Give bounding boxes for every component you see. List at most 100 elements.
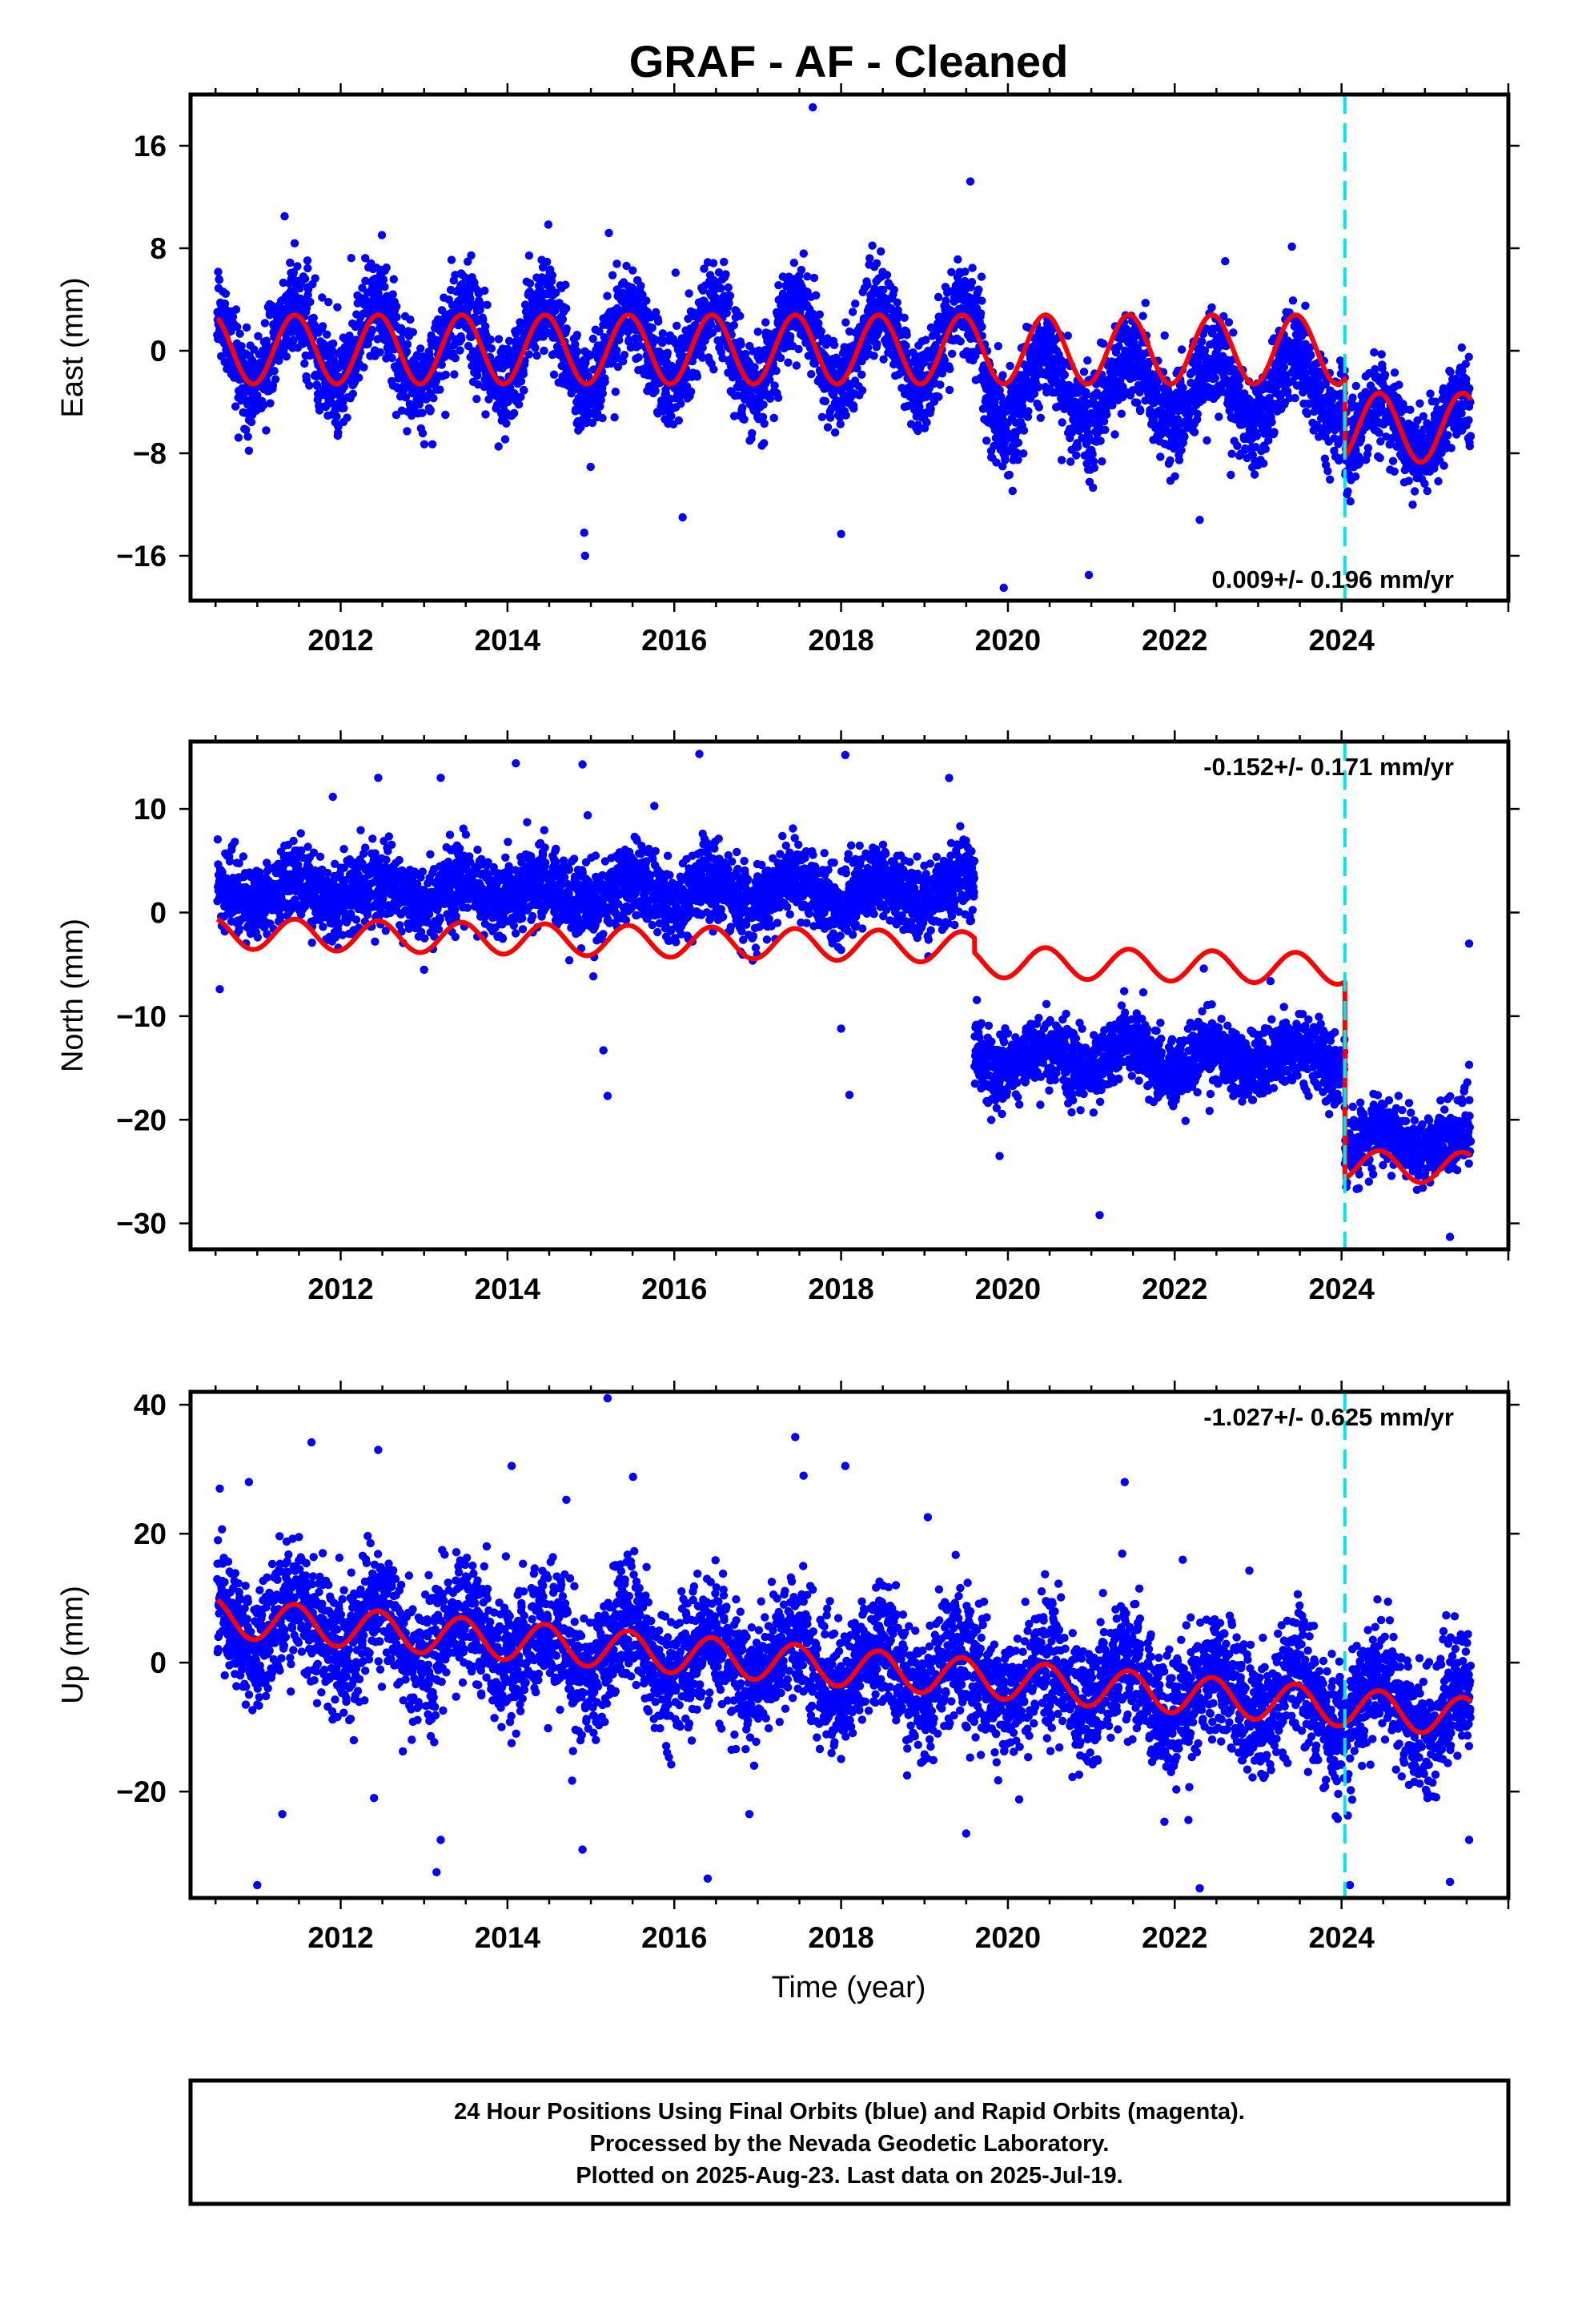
east-data-point	[857, 370, 866, 379]
east-data-point	[1001, 456, 1010, 464]
east-data-point	[629, 285, 638, 294]
east-data-point	[809, 273, 819, 283]
east-data-point	[709, 259, 718, 267]
east-data-point	[289, 336, 298, 344]
east-data-point	[1301, 301, 1310, 310]
east-data-point	[429, 394, 438, 403]
east-data-point	[347, 254, 355, 263]
east-data-point	[456, 346, 464, 355]
east-data-point	[977, 272, 986, 281]
east-data-point	[235, 329, 244, 338]
east-data-point	[608, 271, 617, 279]
east-data-point	[1291, 393, 1299, 403]
east-data-point	[1036, 413, 1046, 422]
east-data-point	[303, 256, 312, 265]
east-data-point	[1250, 470, 1259, 479]
east-data-point	[549, 370, 559, 379]
east-data-point	[516, 376, 526, 386]
east-data-point	[760, 419, 769, 428]
east-data-point	[387, 353, 396, 363]
east-data-point	[500, 435, 510, 444]
east-data-point	[737, 340, 745, 349]
east-data-point	[1224, 318, 1234, 327]
east-data-point	[902, 331, 911, 340]
east-data-point	[300, 359, 309, 368]
east-data-point	[1110, 430, 1119, 439]
east-data-point	[584, 372, 593, 380]
east-data-point	[994, 342, 1003, 351]
east-data-point	[403, 340, 412, 349]
east-data-point	[673, 321, 681, 330]
east-data-point	[760, 439, 769, 448]
east-data-point	[571, 340, 580, 349]
east-data-point	[543, 257, 552, 267]
east-data-point	[1088, 449, 1097, 459]
east-data-point	[901, 341, 910, 351]
east-data-point	[260, 319, 270, 328]
east-data-point	[1380, 370, 1390, 380]
east-data-point	[420, 440, 429, 448]
east-data-point	[729, 320, 738, 330]
east-data-point	[622, 261, 631, 271]
east-data-point	[789, 259, 798, 267]
east-data-point	[653, 317, 663, 326]
east-data-point	[717, 283, 725, 293]
east-data-point	[254, 332, 263, 340]
east-data-point	[1174, 456, 1184, 464]
east-data-point	[373, 335, 382, 344]
east-data-point	[934, 292, 943, 302]
east-data-point	[333, 303, 342, 312]
east-data-point	[436, 385, 444, 394]
east-data-point	[646, 313, 655, 322]
east-data-point	[693, 372, 702, 381]
east-data-point	[624, 336, 633, 344]
east-data-point	[1363, 444, 1373, 452]
east-data-point	[610, 413, 619, 422]
east-data-point	[388, 290, 397, 299]
east-data-point	[271, 375, 280, 384]
east-data-point	[736, 312, 745, 320]
east-data-point	[1008, 486, 1018, 496]
east-data-point	[1063, 332, 1073, 340]
east-data-point	[976, 309, 986, 318]
east-data-point	[978, 322, 986, 332]
east-data-point	[648, 324, 656, 332]
east-data-point	[600, 377, 609, 387]
east-data-point	[426, 405, 435, 415]
east-data-point	[1351, 381, 1361, 391]
east-data-point	[588, 334, 597, 344]
east-data-point	[1101, 425, 1110, 434]
east-data-point	[486, 335, 495, 344]
east-data-point	[797, 265, 806, 275]
east-data-point	[619, 357, 628, 366]
east-data-point	[922, 418, 931, 427]
east-data-point	[451, 354, 460, 363]
east-data-point	[270, 367, 279, 376]
east-data-point	[794, 344, 803, 354]
east-data-point	[586, 462, 595, 472]
east-data-point	[242, 425, 251, 434]
east-data-point	[1160, 331, 1169, 340]
east-data-point	[634, 353, 643, 362]
east-data-point	[313, 381, 322, 391]
east-data-point	[339, 404, 348, 412]
east-data-point	[450, 370, 459, 379]
east-data-point	[1406, 405, 1415, 414]
east-data-point	[1390, 368, 1399, 377]
east-data-point	[596, 402, 604, 411]
east-data-point	[406, 315, 415, 324]
east-data-point	[946, 364, 954, 373]
east-data-point	[502, 419, 511, 428]
east-data-point	[1193, 409, 1203, 419]
east-data-point	[721, 270, 730, 279]
east-data-point	[323, 330, 331, 339]
east-data-point	[709, 365, 718, 374]
east-data-point	[532, 351, 541, 360]
east-data-point	[359, 363, 368, 372]
east-data-point	[823, 423, 833, 432]
east-data-point	[259, 400, 268, 410]
east-data-point	[998, 371, 1007, 380]
east-data-point	[596, 396, 605, 404]
east-data-point	[956, 337, 965, 346]
east-data-point	[821, 396, 830, 406]
